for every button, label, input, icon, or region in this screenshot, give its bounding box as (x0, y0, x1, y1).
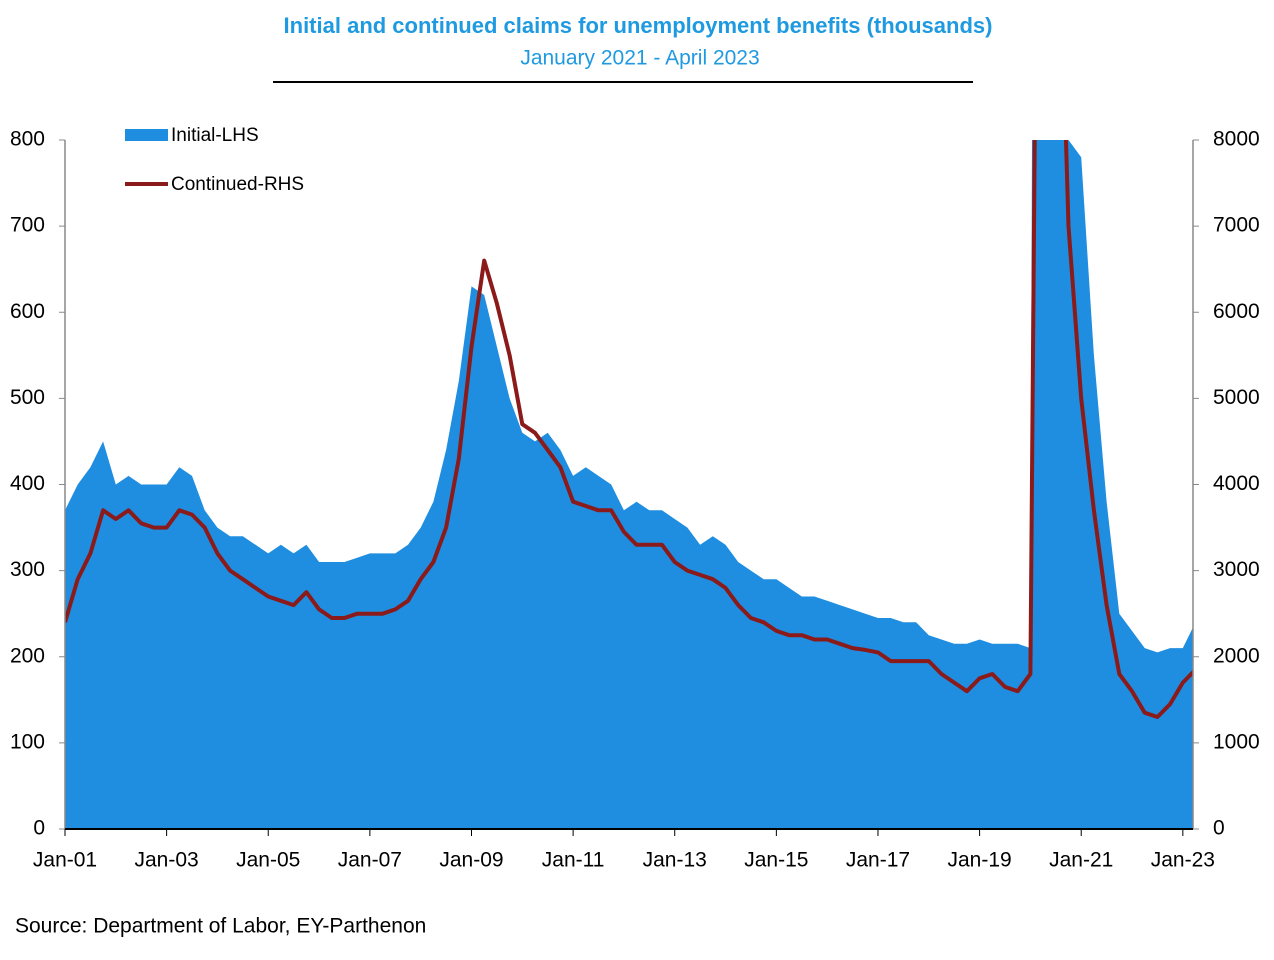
y2-tick-label: 5000 (1213, 386, 1260, 409)
area (65, 140, 1193, 829)
x-tick-label: Jan-09 (439, 849, 503, 872)
y2-tick-label: 3000 (1213, 558, 1260, 581)
chart-title: Initial and continued claims for unemplo… (284, 13, 993, 38)
x-tick-label: Jan-07 (338, 849, 402, 872)
y-tick-label: 600 (10, 300, 45, 323)
y2-tick-label: 6000 (1213, 300, 1260, 323)
x-tick-label: Jan-21 (1049, 849, 1113, 872)
x-tick-label: Jan-19 (947, 849, 1011, 872)
y-tick-label: 800 (10, 128, 45, 151)
line (65, 140, 1193, 719)
chart-subtitle: January 2021 - April 2023 (520, 47, 759, 70)
y2-tick-label: 2000 (1213, 644, 1260, 667)
y2-tick-label: 8000 (1213, 128, 1260, 151)
y2-tick-label: 1000 (1213, 730, 1260, 753)
x-tick-label: Jan-03 (135, 849, 199, 872)
y2-tick-label: 4000 (1213, 472, 1260, 495)
y2-tick-label: 7000 (1213, 214, 1260, 237)
x-tick-label: Jan-15 (744, 849, 808, 872)
legend-swatch (125, 129, 168, 141)
x-tick-label: Jan-13 (643, 849, 707, 872)
y-tick-label: 100 (10, 730, 45, 753)
y-tick-label: 400 (10, 472, 45, 495)
x-tick-label: Jan-23 (1151, 849, 1215, 872)
legend-label: Continued-RHS (171, 174, 304, 195)
y-tick-label: 200 (10, 644, 45, 667)
y-tick-label: 300 (10, 558, 45, 581)
plot-area (65, 140, 1193, 829)
x-tick-label: Jan-11 (542, 849, 605, 872)
source-note: Source: Department of Labor, EY-Partheno… (15, 915, 426, 938)
y2-tick-label: 0 (1213, 817, 1225, 840)
y-tick-label: 0 (33, 817, 45, 840)
x-tick-label: Jan-01 (33, 849, 97, 872)
legend-label: Initial-LHS (171, 125, 259, 146)
x-tick-label: Jan-17 (846, 849, 910, 872)
y-tick-label: 700 (10, 214, 45, 237)
x-tick-label: Jan-05 (236, 849, 300, 872)
y-tick-label: 500 (10, 386, 45, 409)
